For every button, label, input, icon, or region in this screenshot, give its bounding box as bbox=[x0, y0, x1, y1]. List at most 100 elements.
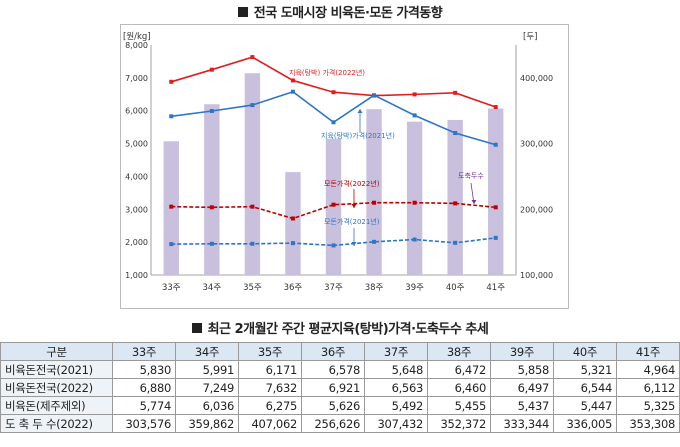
combo-chart: [원/kg] [두] 1,000 2,000 3,000 4,000 5,000 6,000 7… bbox=[121, 25, 568, 308]
table-cell: 4,964 bbox=[617, 361, 680, 379]
table-cell: 5,648 bbox=[365, 361, 428, 379]
x-axis-tick: 39주 bbox=[405, 283, 424, 293]
annotation-label: 모돈가격(2022년) bbox=[324, 179, 380, 188]
series-marker-0 bbox=[291, 78, 295, 82]
series-marker-2 bbox=[494, 205, 498, 209]
left-axis-tick: 5,000 bbox=[125, 140, 148, 149]
table-cell: 6,112 bbox=[617, 379, 680, 397]
x-axis-tick: 34주 bbox=[203, 283, 222, 293]
table-cell: 303,576 bbox=[113, 415, 176, 433]
series-marker-1 bbox=[250, 103, 254, 107]
series-marker-1 bbox=[169, 114, 173, 118]
right-axis-tick: 200,000 bbox=[520, 205, 553, 214]
series-marker-3 bbox=[453, 241, 457, 245]
table-cell: 6,563 bbox=[365, 379, 428, 397]
table-cell: 333,344 bbox=[491, 415, 554, 433]
arrow-head-icon bbox=[358, 109, 363, 113]
table-header-week: 37주 bbox=[365, 343, 428, 361]
table-cell: 359,862 bbox=[176, 415, 239, 433]
right-axis-unit: [두] bbox=[523, 32, 537, 42]
table-header-week: 40주 bbox=[554, 343, 617, 361]
table-header-label: 구분 bbox=[1, 343, 113, 361]
series-marker-2 bbox=[453, 201, 457, 205]
right-axis-tick: 300,000 bbox=[520, 140, 553, 149]
table-cell: 407,062 bbox=[239, 415, 302, 433]
series-marker-2 bbox=[332, 203, 336, 207]
series-marker-2 bbox=[250, 205, 254, 209]
series-marker-2 bbox=[169, 205, 173, 209]
table-cell: 6,036 bbox=[176, 397, 239, 415]
left-axis-tick: 2,000 bbox=[125, 238, 148, 247]
arrow-head-icon bbox=[352, 204, 357, 208]
square-bullet-icon bbox=[192, 323, 202, 333]
annotation-label: 모돈가격(2021년) bbox=[324, 217, 380, 226]
table-cell: 6,460 bbox=[428, 379, 491, 397]
left-axis-tick: 6,000 bbox=[125, 107, 148, 116]
row-label: 비육돈전국(2021) bbox=[1, 361, 113, 379]
table-cell: 353,308 bbox=[617, 415, 680, 433]
table-cell: 5,325 bbox=[617, 397, 680, 415]
x-axis-tick: 41주 bbox=[486, 283, 505, 293]
price-table: 구분 33주 34주 35주 36주 37주 38주 39주 40주 41주 비육돈전국(2021… bbox=[0, 342, 680, 433]
table-header-week: 33주 bbox=[113, 343, 176, 361]
series-marker-1 bbox=[453, 131, 457, 135]
series-marker-3 bbox=[291, 241, 295, 245]
series-marker-3 bbox=[169, 242, 173, 246]
table-cell: 6,275 bbox=[239, 397, 302, 415]
series-line-0 bbox=[171, 57, 495, 107]
x-axis-tick: 35주 bbox=[243, 283, 262, 293]
table-cell: 6,544 bbox=[554, 379, 617, 397]
right-axis-tick: 400,000 bbox=[520, 74, 553, 83]
series-marker-1 bbox=[210, 109, 214, 113]
series-marker-0 bbox=[413, 92, 417, 96]
square-bullet-icon bbox=[238, 7, 248, 17]
table-cell: 5,991 bbox=[176, 361, 239, 379]
table-row: 비육돈전국(2022) 6,880 7,249 7,632 6,921 6,563 6,46… bbox=[1, 379, 680, 397]
bar-slaughter-count bbox=[447, 120, 462, 275]
x-axis-tick: 37주 bbox=[324, 283, 343, 293]
left-axis-tick: 8,000 bbox=[125, 41, 148, 50]
chart-area: [원/kg] [두] 1,000 2,000 3,000 4,000 5,000 6,000 7… bbox=[120, 24, 569, 309]
bar-slaughter-count bbox=[407, 122, 422, 275]
table-header-week: 39주 bbox=[491, 343, 554, 361]
table-cell: 336,005 bbox=[554, 415, 617, 433]
table-header-week: 41주 bbox=[617, 343, 680, 361]
x-axis-tick: 40주 bbox=[446, 283, 465, 293]
series-marker-2 bbox=[372, 201, 376, 205]
table-cell: 256,626 bbox=[302, 415, 365, 433]
table-cell: 5,321 bbox=[554, 361, 617, 379]
series-marker-0 bbox=[250, 55, 254, 59]
series-marker-0 bbox=[169, 80, 173, 84]
table-header-week: 34주 bbox=[176, 343, 239, 361]
series-marker-2 bbox=[291, 216, 295, 220]
x-axis-tick: 36주 bbox=[284, 283, 303, 293]
left-axis-tick: 3,000 bbox=[125, 205, 148, 214]
series-marker-2 bbox=[210, 205, 214, 209]
row-label: 도 축 두 수(2022) bbox=[1, 415, 113, 433]
table-title: 최근 2개월간 주간 평균지육(탕박)가격·도축두수 추세 bbox=[0, 318, 680, 337]
chart-title: 전국 도매시장 비육돈·모돈 가격동향 bbox=[0, 2, 680, 21]
row-label: 비육돈(제주제외) bbox=[1, 397, 113, 415]
table-cell: 6,880 bbox=[113, 379, 176, 397]
table-cell: 5,492 bbox=[365, 397, 428, 415]
table-cell: 352,372 bbox=[428, 415, 491, 433]
table-header-week: 36주 bbox=[302, 343, 365, 361]
series-marker-3 bbox=[210, 242, 214, 246]
table-header-week: 38주 bbox=[428, 343, 491, 361]
series-marker-3 bbox=[413, 238, 417, 242]
series-marker-2 bbox=[413, 201, 417, 205]
table-cell: 6,578 bbox=[302, 361, 365, 379]
table-row: 비육돈전국(2021) 5,830 5,991 6,171 6,578 5,648 6,47… bbox=[1, 361, 680, 379]
series-marker-1 bbox=[332, 120, 336, 124]
table-cell: 5,830 bbox=[113, 361, 176, 379]
table-row: 도 축 두 수(2022) 303,576 359,862 407,062 256,62… bbox=[1, 415, 680, 433]
arrow-head-icon bbox=[472, 200, 477, 204]
table-cell: 7,632 bbox=[239, 379, 302, 397]
table-cell: 6,472 bbox=[428, 361, 491, 379]
bar-slaughter-count bbox=[285, 172, 300, 275]
bar-slaughter-count bbox=[204, 104, 219, 275]
left-axis-tick: 1,000 bbox=[125, 271, 148, 280]
series-marker-1 bbox=[291, 90, 295, 94]
table-cell: 7,249 bbox=[176, 379, 239, 397]
series-marker-1 bbox=[372, 93, 376, 97]
